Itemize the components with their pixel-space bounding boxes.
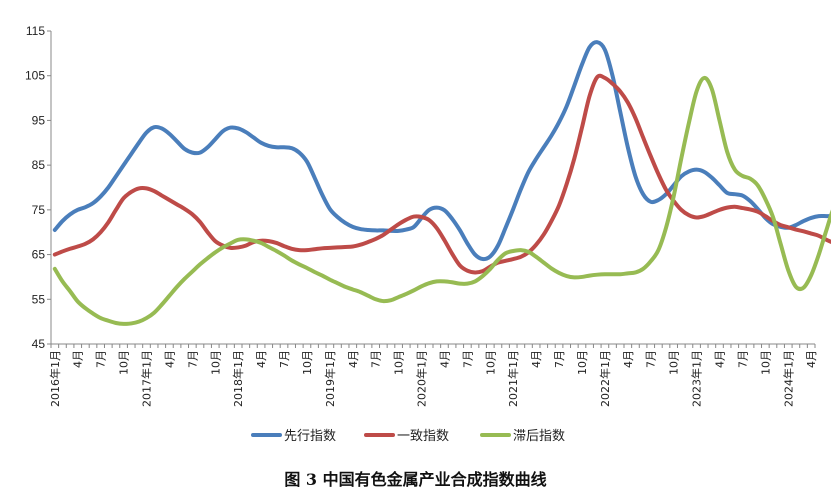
y-tick-label: 45 xyxy=(32,337,46,351)
series-line-lagging xyxy=(52,75,831,326)
x-tick-label: 4月 xyxy=(438,350,451,368)
x-tick-label: 2024年1月 xyxy=(781,350,795,407)
x-tick-label: 10月 xyxy=(301,350,314,375)
x-tick-label: 4月 xyxy=(805,350,818,368)
x-tick-label: 7月 xyxy=(278,350,291,368)
x-tick-label: 2017年1月 xyxy=(140,350,154,407)
figure-caption: 图 3 中国有色金属产业合成指数曲线 xyxy=(284,470,547,489)
x-tick-label: 7月 xyxy=(186,350,199,368)
x-tick-label: 2021年1月 xyxy=(506,350,520,407)
x-tick-label: 2016年1月 xyxy=(48,350,62,407)
y-tick-label: 105 xyxy=(25,69,45,83)
x-tick-label: 7月 xyxy=(370,350,383,368)
x-tick-label: 10月 xyxy=(118,350,131,375)
y-tick-label: 115 xyxy=(26,24,45,38)
x-tick-label: 10月 xyxy=(759,350,772,375)
y-tick-label: 55 xyxy=(32,292,46,306)
x-tick-label: 10月 xyxy=(668,350,681,375)
legend-item-leading: 先行指数 xyxy=(251,429,336,444)
y-tick-label: 85 xyxy=(32,158,46,172)
legend: 先行指数 一致指数 滞后指数 xyxy=(251,429,565,444)
x-tick-label: 4月 xyxy=(530,350,543,368)
x-axis: 2016年1月 4月 7月 10月 2017年1月 4月 7月 10月 2018年1月 4月 7月 1… xyxy=(48,344,818,407)
x-tick-label: 10月 xyxy=(209,350,222,375)
y-tick-label: 95 xyxy=(32,113,46,127)
series-line-leading xyxy=(52,40,831,262)
x-tick-label: 7月 xyxy=(553,350,566,368)
x-tick-label: 2018年1月 xyxy=(231,350,245,407)
x-tick-label: 7月 xyxy=(736,350,749,368)
y-tick-label: 75 xyxy=(32,203,46,217)
x-tick-label: 10月 xyxy=(484,350,497,375)
x-tick-label: 7月 xyxy=(95,350,108,368)
x-tick-label: 4月 xyxy=(72,350,85,368)
y-axis: 45 55 65 75 85 95 105 115 xyxy=(25,24,51,351)
x-tick-label: 2020年1月 xyxy=(415,350,429,407)
x-tick-label: 2019年1月 xyxy=(323,350,337,407)
x-tick-label: 10月 xyxy=(576,350,589,375)
y-tick-label: 65 xyxy=(32,248,46,262)
x-tick-label: 2022年1月 xyxy=(598,350,612,407)
legend-label-leading: 先行指数 xyxy=(284,429,336,444)
x-tick-label: 4月 xyxy=(714,350,727,368)
series-lines xyxy=(52,40,831,326)
x-tick-label: 7月 xyxy=(645,350,658,368)
legend-label-coincident: 一致指数 xyxy=(397,429,449,444)
x-tick-label: 4月 xyxy=(622,350,635,368)
legend-label-lagging: 滞后指数 xyxy=(513,429,565,444)
x-tick-label: 7月 xyxy=(461,350,474,368)
plot-area xyxy=(50,31,815,345)
x-tick-label: 10月 xyxy=(393,350,406,375)
x-tick-label: 4月 xyxy=(347,350,360,368)
legend-item-lagging: 滞后指数 xyxy=(480,429,565,444)
x-tick-label: 2023年1月 xyxy=(690,350,704,407)
series-line-coincident xyxy=(52,73,831,275)
x-tick-label: 4月 xyxy=(255,350,268,368)
legend-item-coincident: 一致指数 xyxy=(364,429,449,444)
x-tick-label: 4月 xyxy=(163,350,176,368)
